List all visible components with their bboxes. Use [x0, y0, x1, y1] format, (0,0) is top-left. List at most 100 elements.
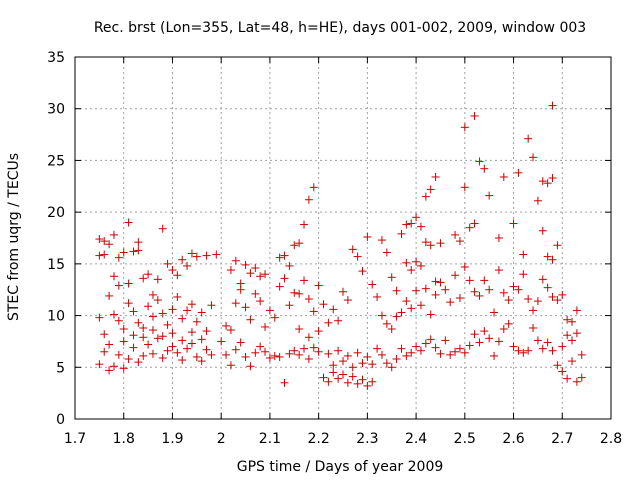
data-point — [148, 326, 157, 335]
data-points — [95, 101, 586, 390]
data-point — [348, 363, 357, 372]
data-point — [202, 251, 211, 260]
data-point — [402, 297, 411, 306]
data-point — [543, 338, 552, 347]
data-point — [499, 325, 508, 334]
data-point — [129, 343, 138, 352]
data-point — [387, 325, 396, 334]
data-point — [256, 342, 265, 351]
data-point — [231, 345, 240, 354]
data-point — [144, 270, 153, 279]
data-point — [577, 350, 586, 359]
data-point — [202, 327, 211, 336]
data-point — [407, 348, 416, 357]
data-point — [236, 338, 245, 347]
data-point — [100, 347, 109, 356]
x-tick-label: 2.4 — [405, 431, 427, 447]
data-point — [343, 378, 352, 387]
data-point — [373, 344, 382, 353]
data-point — [377, 311, 386, 320]
data-point — [275, 282, 284, 291]
data-point — [348, 372, 357, 381]
data-point — [114, 253, 123, 262]
data-point — [222, 350, 231, 359]
data-point — [158, 332, 167, 341]
data-point — [494, 234, 503, 242]
data-point — [524, 346, 533, 355]
data-point — [197, 308, 206, 317]
data-point — [314, 347, 323, 356]
data-point — [119, 248, 128, 257]
data-point — [183, 261, 192, 270]
data-point — [529, 323, 538, 332]
data-point — [416, 346, 425, 355]
data-point — [412, 213, 421, 222]
data-point — [490, 351, 499, 360]
data-point — [246, 315, 255, 324]
data-point — [158, 353, 167, 362]
data-point — [251, 348, 260, 357]
data-point — [416, 222, 425, 231]
data-point — [558, 290, 567, 299]
data-point — [514, 285, 523, 294]
data-point — [568, 317, 577, 326]
data-point — [178, 356, 187, 365]
data-point — [538, 226, 547, 235]
data-point — [514, 346, 523, 355]
data-point — [529, 306, 538, 315]
data-point — [139, 351, 148, 360]
data-point — [324, 318, 333, 327]
data-point — [509, 219, 518, 228]
data-point — [460, 262, 469, 271]
data-point — [95, 360, 104, 369]
data-point — [178, 336, 187, 345]
y-tick-label: 20 — [47, 205, 65, 221]
data-point — [407, 304, 416, 313]
data-point — [460, 123, 469, 132]
data-point — [480, 327, 489, 336]
data-point — [504, 296, 513, 305]
data-point — [353, 252, 362, 261]
data-point — [275, 352, 284, 361]
data-point — [519, 348, 528, 357]
data-point — [348, 245, 357, 254]
data-point — [100, 250, 109, 259]
data-point — [558, 342, 567, 351]
data-point — [353, 379, 362, 388]
data-point — [509, 282, 518, 291]
data-point — [217, 337, 226, 346]
data-point — [251, 289, 260, 298]
data-point — [212, 250, 221, 259]
data-point — [397, 229, 406, 238]
data-point — [470, 219, 479, 228]
data-point — [504, 319, 513, 328]
data-point — [275, 253, 284, 262]
data-point — [148, 312, 157, 321]
data-point — [494, 337, 503, 346]
data-point — [109, 362, 118, 371]
data-point — [100, 330, 109, 339]
data-point — [163, 320, 172, 329]
data-point — [251, 263, 260, 272]
x-tick-label: 1.9 — [161, 431, 183, 447]
data-point — [119, 337, 128, 346]
data-point — [285, 301, 294, 310]
data-point — [309, 307, 318, 316]
data-point — [280, 251, 289, 260]
data-point — [416, 301, 425, 310]
data-point — [470, 111, 479, 120]
chart-title: Rec. brst (Lon=355, Lat=48, h=HE), days … — [94, 20, 586, 36]
data-point — [460, 348, 469, 357]
data-point — [295, 289, 304, 298]
data-point — [543, 179, 552, 188]
data-point — [436, 278, 445, 287]
data-point — [153, 334, 162, 343]
x-tick-label: 1.7 — [64, 431, 86, 447]
data-point — [187, 249, 196, 258]
data-point — [339, 357, 347, 366]
data-point — [519, 250, 528, 259]
data-point — [285, 261, 294, 270]
data-point — [538, 344, 547, 353]
data-point — [421, 339, 430, 348]
